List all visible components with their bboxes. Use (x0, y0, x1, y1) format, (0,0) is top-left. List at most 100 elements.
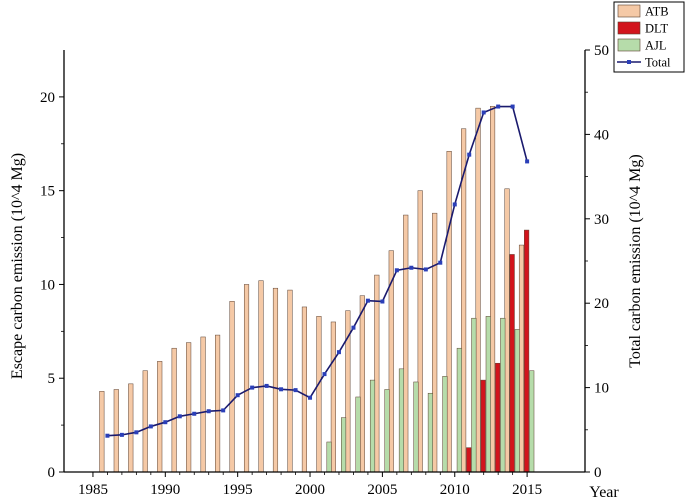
bar-atb-2012 (475, 107, 481, 473)
bar-dlt-2015 (524, 229, 530, 473)
total-point-2005 (380, 299, 385, 304)
bar-atb-2014 (504, 188, 510, 473)
legend-label-ajl: AJL (645, 39, 667, 53)
bar-dlt-2011 (466, 447, 472, 473)
total-line (107, 105, 528, 437)
bar-atb-2002 (330, 321, 336, 473)
total-point-1986 (105, 433, 110, 438)
legend-swatch-marker-total (627, 60, 631, 64)
total-point-1987 (119, 432, 124, 437)
bar-atb-2000 (301, 306, 307, 473)
bar-ajl-2005 (384, 389, 390, 473)
total-point-1991 (177, 414, 182, 419)
y-right-axis-title: Total carbon emission (10^4 Mg) (627, 154, 644, 367)
bar-atb-2010 (446, 151, 452, 473)
x-axis-title: Year (589, 484, 619, 501)
bar-atb-2015 (518, 244, 525, 473)
total-point-2000 (308, 395, 313, 400)
y-right-tick-label-50: 50 (594, 43, 609, 59)
legend-label-total: Total (645, 56, 671, 70)
bar-atb-1989 (142, 370, 148, 473)
total-point-2008 (423, 267, 428, 272)
legend-swatch-dlt (617, 21, 641, 35)
legend-swatch-atb (617, 4, 641, 18)
y-right-tick-label-10: 10 (594, 381, 609, 397)
bar-atb-2005 (374, 274, 380, 473)
total-point-2013 (496, 104, 501, 109)
bar-atb-2001 (316, 316, 322, 473)
total-point-2009 (438, 260, 443, 265)
legend-label-dlt: DLT (645, 22, 669, 36)
bar-ajl-2014 (514, 329, 520, 473)
bar-atb-1993 (200, 336, 206, 473)
bar-ajl-2009 (442, 376, 448, 473)
bar-ajl-2011 (471, 317, 477, 473)
bar-atb-2004 (359, 295, 365, 473)
total-point-2011 (467, 152, 472, 157)
total-point-1997 (264, 383, 269, 388)
y-left-tick-label-15: 15 (40, 184, 55, 200)
x-tick-label-2015: 2015 (512, 482, 542, 498)
bar-ajl-2002 (341, 417, 347, 473)
total-point-2015 (525, 159, 530, 164)
bar-atb-2008 (417, 190, 423, 473)
bar-atb-1987 (113, 389, 119, 473)
total-point-1994 (221, 408, 226, 413)
total-point-2010 (452, 202, 457, 207)
y-right-tick-label-0: 0 (594, 465, 602, 481)
total-point-1999 (293, 388, 298, 393)
x-tick-label-2005: 2005 (367, 482, 397, 498)
bar-atb-1994 (215, 334, 221, 473)
bar-ajl-2007 (413, 381, 419, 473)
bar-ajl-2012 (485, 316, 491, 473)
y-left-axis-title: Escape carbon emission (10^4 Mg) (9, 153, 26, 379)
bar-atb-1990 (157, 361, 163, 473)
x-tick-label-2010: 2010 (440, 482, 470, 498)
bar-atb-2013 (490, 106, 496, 473)
bar-ajl-2008 (427, 392, 433, 473)
bar-dlt-2012 (480, 379, 486, 473)
bar-atb-1995 (229, 301, 235, 473)
bar-ajl-2013 (500, 317, 506, 473)
total-point-2007 (409, 265, 414, 270)
total-point-1988 (134, 430, 139, 435)
bar-ajl-2001 (326, 441, 332, 473)
bar-dlt-2013 (495, 362, 501, 473)
bar-atb-2007 (403, 214, 409, 473)
bar-atb-1992 (186, 342, 192, 473)
bar-dlt-2014 (509, 254, 515, 473)
total-point-2006 (394, 268, 399, 273)
x-tick-label-1985: 1985 (78, 482, 108, 498)
bar-atb-1986 (99, 391, 105, 473)
total-point-2004 (365, 298, 370, 303)
total-point-1995 (235, 393, 240, 398)
bars-layer (99, 106, 535, 473)
total-point-2012 (481, 110, 486, 115)
bar-atb-1996 (243, 284, 250, 473)
bar-atb-1999 (287, 289, 293, 473)
bar-atb-1991 (171, 347, 177, 473)
total-point-1998 (279, 387, 284, 392)
x-tick-label-1990: 1990 (150, 482, 180, 498)
legend: ATB DLT AJL Total (613, 1, 685, 73)
y-left-tick-label-5: 5 (48, 371, 56, 387)
bar-ajl-2003 (355, 396, 361, 473)
total-line-layer (105, 104, 530, 438)
y-left-tick-label-10: 10 (40, 277, 55, 293)
bar-atb-1997 (258, 280, 264, 473)
bar-ajl-2015 (529, 370, 535, 473)
bar-atb-1988 (128, 383, 134, 473)
total-point-1996 (250, 385, 255, 390)
bar-atb-2009 (432, 212, 438, 473)
total-point-2014 (510, 104, 515, 109)
bar-ajl-2010 (456, 347, 462, 473)
total-point-1992 (192, 411, 197, 416)
bar-atb-1998 (272, 287, 279, 473)
y-left-tick-label-0: 0 (48, 465, 56, 481)
total-point-1993 (206, 409, 211, 414)
bar-ajl-2006 (398, 368, 405, 473)
legend-label-atb: ATB (645, 5, 669, 19)
total-point-2002 (336, 350, 341, 355)
total-point-1989 (148, 424, 153, 429)
x-tick-label-1995: 1995 (223, 482, 253, 498)
